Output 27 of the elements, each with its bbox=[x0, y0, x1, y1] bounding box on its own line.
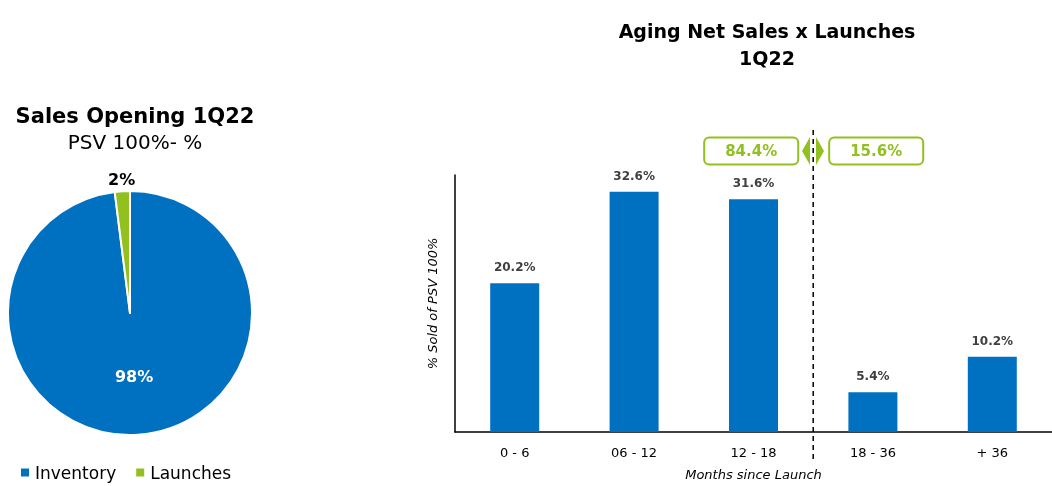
text: 15.6% bbox=[850, 142, 903, 160]
legend-label: Inventory bbox=[35, 462, 117, 483]
x-tick-label: 06 - 12 bbox=[611, 445, 658, 460]
data-label: 10.2% bbox=[971, 333, 1014, 348]
y-axis-title: % Sold of PSV 100% bbox=[425, 237, 440, 370]
bar bbox=[729, 199, 778, 432]
data-label: 2% bbox=[108, 169, 136, 189]
x-axis-title: Months since Launch bbox=[685, 467, 822, 482]
bar bbox=[490, 283, 540, 432]
data-label: 32.6% bbox=[613, 168, 655, 183]
chart-subtitle: PSV 100%- % bbox=[67, 130, 203, 154]
data-label: 98% bbox=[114, 367, 154, 387]
chart-title: Sales Opening 1Q22 bbox=[15, 103, 255, 128]
bar bbox=[609, 191, 659, 432]
chart-subtitle: 1Q22 bbox=[739, 46, 795, 69]
legend-label: Launches bbox=[150, 462, 232, 483]
data-label: 20.2% bbox=[493, 260, 536, 275]
text: 84.4% bbox=[725, 142, 778, 160]
x-tick-label: 0 - 6 bbox=[499, 445, 530, 460]
x-tick-label: 18 - 36 bbox=[849, 445, 896, 460]
bar bbox=[848, 392, 898, 432]
bar bbox=[967, 356, 1017, 432]
x-tick-label: + 36 bbox=[976, 445, 1009, 460]
chart-title: Aging Net Sales x Launches bbox=[618, 19, 916, 42]
data-label: 31.6% bbox=[732, 176, 775, 191]
data-label: 5.4% bbox=[856, 369, 890, 384]
x-tick-label: 12 - 18 bbox=[730, 445, 777, 460]
